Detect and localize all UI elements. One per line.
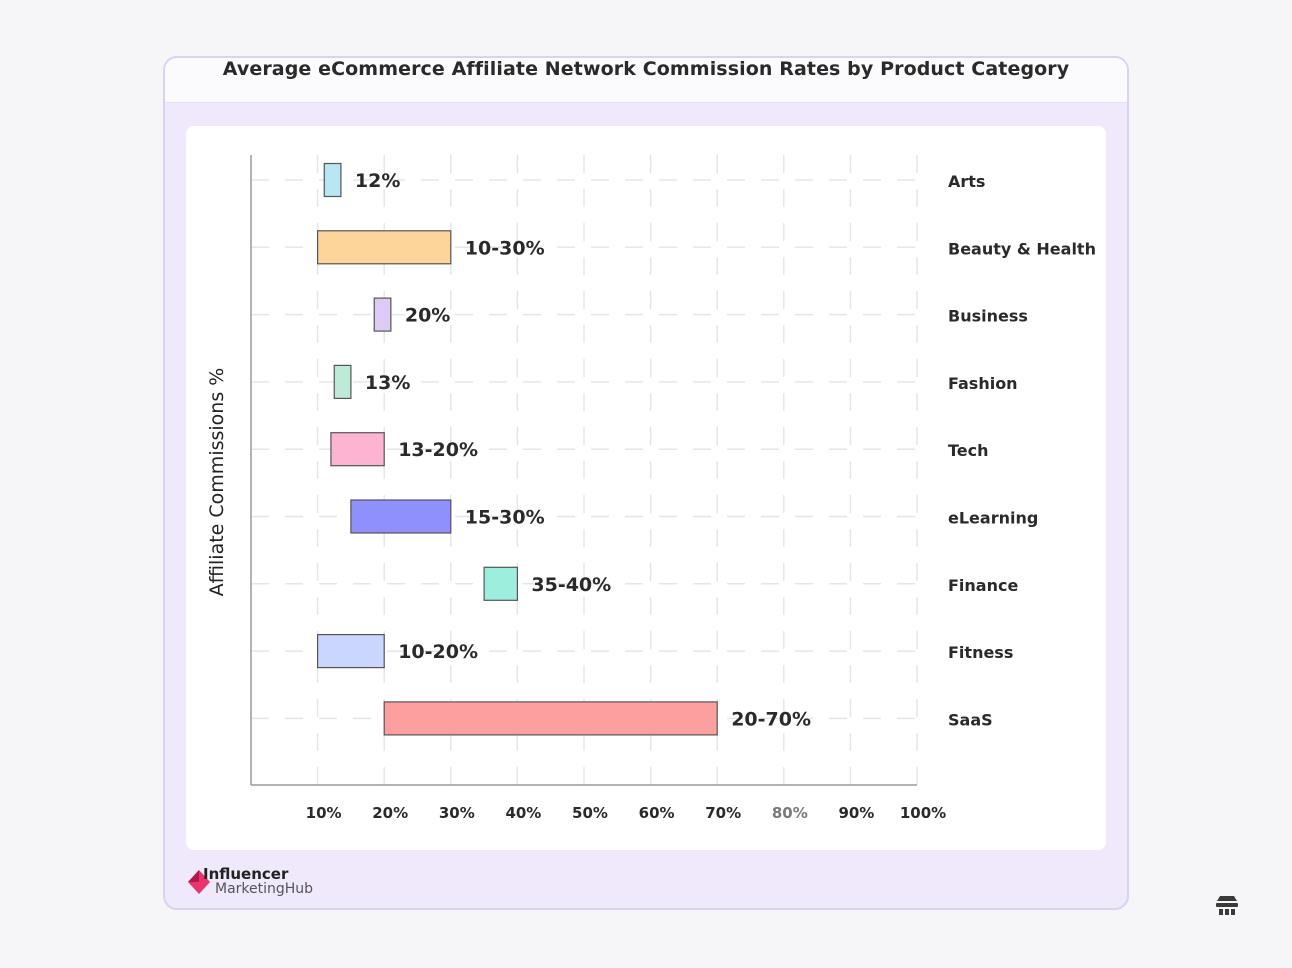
bar: [383, 701, 718, 736]
bar: [333, 364, 352, 399]
category-label: Tech: [948, 441, 989, 460]
bar: [317, 230, 452, 265]
bar-value-label: 20-70%: [731, 708, 811, 730]
bar-value-label: 13%: [365, 372, 410, 394]
category-label: Arts: [948, 172, 985, 191]
brand-line2: MarketingHub: [215, 881, 314, 897]
brand-logo: Influencer MarketingHub: [186, 866, 346, 900]
logo-diamond-icon: [188, 870, 210, 894]
x-tick-label: 90%: [838, 804, 874, 822]
category-label: Fashion: [948, 374, 1018, 393]
x-tick-label: 20%: [372, 804, 408, 822]
bar-value-label: 15-30%: [465, 507, 545, 529]
category-label: Fitness: [948, 643, 1013, 662]
bar: [483, 566, 519, 601]
category-label: SaaS: [948, 710, 993, 729]
x-tick-label: 40%: [505, 804, 541, 822]
x-tick-label: 70%: [705, 804, 741, 822]
bar: [330, 432, 385, 467]
bar-value-label: 12%: [355, 170, 400, 192]
bar: [350, 499, 452, 534]
bar-value-label: 10-20%: [398, 641, 478, 663]
x-tick-label: 80%: [772, 804, 808, 822]
bar-value-label: 10-30%: [465, 237, 545, 259]
x-tick-label: 60%: [639, 804, 675, 822]
bar-value-label: 20%: [405, 305, 450, 327]
hive-icon: [1216, 896, 1238, 915]
x-tick-label: 10%: [306, 804, 342, 822]
category-label: Beauty & Health: [948, 239, 1096, 258]
brand-line1: Influencer: [203, 865, 289, 883]
category-label: Business: [948, 307, 1028, 326]
y-axis-label: Affiliate Commissions %: [206, 367, 228, 597]
card-header: Average eCommerce Affiliate Network Comm…: [165, 58, 1127, 103]
x-tick-label: 50%: [572, 804, 608, 822]
bar-value-label: 13-20%: [398, 439, 478, 461]
bar: [373, 297, 392, 332]
bar-value-label: 35-40%: [531, 574, 611, 596]
category-label: Finance: [948, 576, 1018, 595]
chart-title: Average eCommerce Affiliate Network Comm…: [222, 58, 1070, 80]
bar: [323, 162, 342, 198]
x-tick-label: 100%: [900, 804, 946, 822]
bar: [317, 633, 385, 669]
x-tick-label: 30%: [439, 804, 475, 822]
category-label: eLearning: [948, 509, 1038, 528]
